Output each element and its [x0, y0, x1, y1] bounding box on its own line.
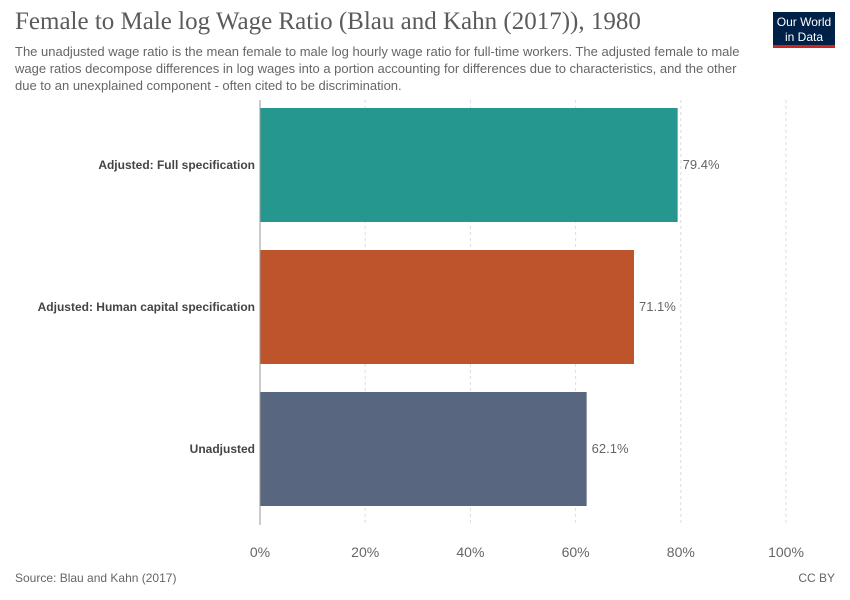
chart-subtitle: The unadjusted wage ratio is the mean fe… — [15, 44, 740, 93]
owid-logo[interactable]: Our World in Data — [773, 12, 835, 48]
x-tick-label-40: 40% — [456, 544, 484, 560]
category-label-0: Adjusted: Full specification — [98, 158, 255, 172]
logo-line-2: in Data — [784, 30, 824, 44]
bar-2[interactable] — [260, 392, 587, 506]
x-tick-label-0: 0% — [250, 544, 270, 560]
x-tick-label-100: 100% — [768, 544, 804, 560]
license-link[interactable]: CC BY — [798, 571, 835, 585]
value-label-1: 71.1% — [639, 299, 676, 314]
x-tick-label-60: 60% — [562, 544, 590, 560]
category-label-1: Adjusted: Human capital specification — [38, 300, 255, 314]
value-label-0: 79.4% — [683, 157, 720, 172]
source-note[interactable]: Source: Blau and Kahn (2017) — [15, 571, 177, 585]
chart-title: Female to Male log Wage Ratio (Blau and … — [15, 8, 641, 35]
x-tick-label-20: 20% — [351, 544, 379, 560]
value-label-2: 62.1% — [592, 441, 629, 456]
x-tick-label-80: 80% — [667, 544, 695, 560]
bar-1[interactable] — [260, 250, 634, 364]
category-label-2: Unadjusted — [190, 442, 255, 456]
logo-line-1: Our World — [776, 15, 832, 29]
bar-0[interactable] — [260, 108, 678, 222]
